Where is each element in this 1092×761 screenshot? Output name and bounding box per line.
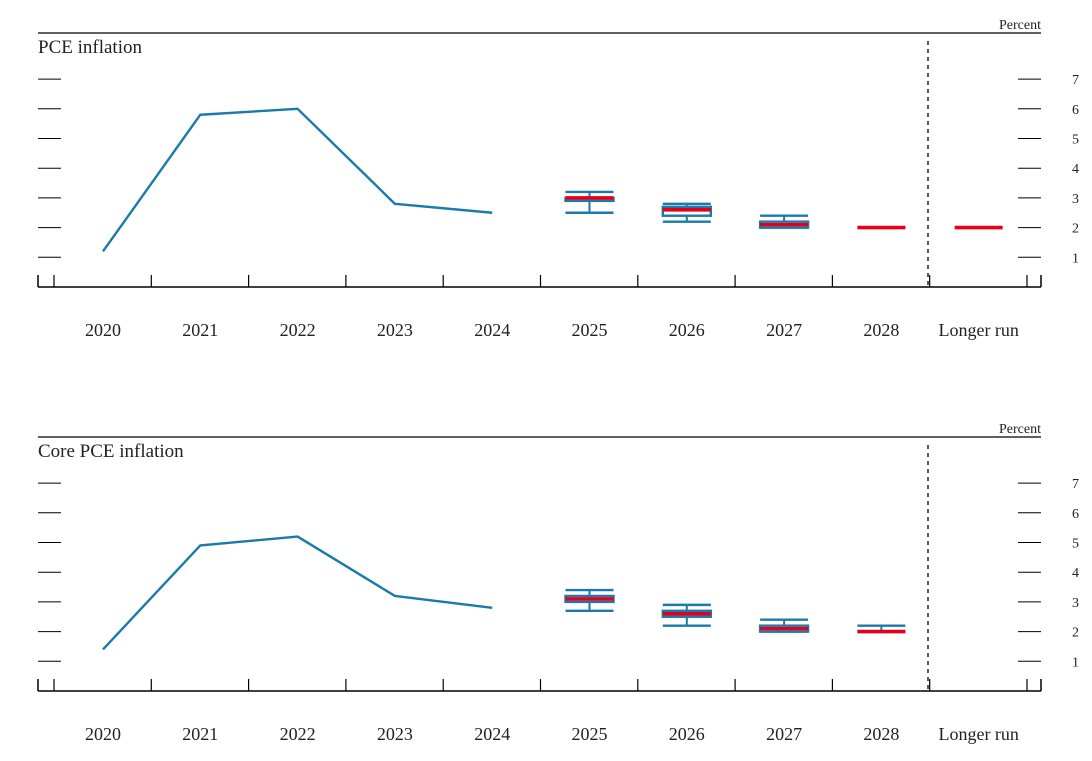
x-tick-label: 2023 <box>377 320 413 340</box>
y-tick-label: 6 <box>1072 103 1079 118</box>
x-tick-label: 2028 <box>863 320 899 340</box>
y-tick-label: 5 <box>1072 133 1079 148</box>
y-tick-label: 4 <box>1072 566 1079 581</box>
x-tick-label: 2028 <box>863 724 899 744</box>
x-tick-label: 2026 <box>669 724 705 744</box>
projection-2028 <box>857 624 906 634</box>
chart-panel-1: Percent PCE inflation 1 2 3 4 5 6 7 2020 2021 2022 2… <box>37 18 1079 340</box>
projection-2027 <box>758 618 810 633</box>
x-tick-label: 2025 <box>572 320 608 340</box>
chart-panel-2: Percent Core PCE inflation 1 2 3 4 5 6 7 2020 2021… <box>37 422 1079 744</box>
x-tick-label: 2024 <box>474 320 510 340</box>
x-tick-label: 2027 <box>766 724 802 744</box>
x-tick-label: 2024 <box>474 724 510 744</box>
y-tick-label: 3 <box>1072 192 1079 207</box>
y-tick-label: 2 <box>1072 222 1079 237</box>
unit-label: Percent <box>999 422 1041 437</box>
series-line <box>102 535 493 651</box>
y-tick-label: 6 <box>1072 507 1079 522</box>
series-line <box>102 107 493 253</box>
y-tick-label: 1 <box>1072 251 1079 266</box>
x-tick-label: 2022 <box>280 724 316 744</box>
y-tick-label: 3 <box>1072 596 1079 611</box>
y-tick-label: 5 <box>1072 537 1079 552</box>
projection-2026 <box>661 202 712 223</box>
projection-2025 <box>564 190 615 214</box>
x-tick-label: 2027 <box>766 320 802 340</box>
y-tick-label: 7 <box>1072 73 1079 88</box>
unit-label: Percent <box>999 18 1041 33</box>
x-tick-label: 2022 <box>280 320 316 340</box>
x-tick-label: 2021 <box>182 320 218 340</box>
x-tick-label: 2020 <box>85 320 121 340</box>
projection-2027 <box>758 214 810 229</box>
x-tick-label: 2025 <box>572 724 608 744</box>
x-tick-label: 2020 <box>85 724 121 744</box>
projection-2025 <box>564 588 615 613</box>
x-tick-label: 2026 <box>669 320 705 340</box>
x-tick-label: 2023 <box>377 724 413 744</box>
chart-title: PCE inflation <box>38 37 142 58</box>
projection-2026 <box>661 603 712 627</box>
chart-title: Core PCE inflation <box>38 441 184 462</box>
x-tick-label: 2021 <box>182 724 218 744</box>
x-tick-label: Longer run <box>938 320 1018 340</box>
x-tick-label: Longer run <box>938 724 1018 744</box>
y-tick-label: 7 <box>1072 477 1079 492</box>
y-tick-label: 2 <box>1072 626 1079 641</box>
y-tick-label: 4 <box>1072 162 1079 177</box>
y-tick-label: 1 <box>1072 655 1079 670</box>
